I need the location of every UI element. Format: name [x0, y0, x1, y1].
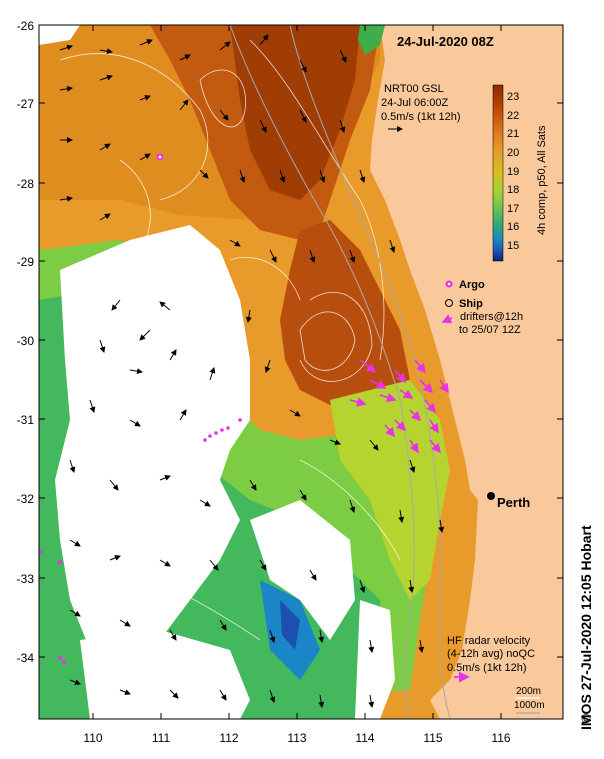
legend-drifters-line2: to 25/07 12Z — [459, 324, 521, 336]
cloud-mask-coast — [355, 600, 395, 719]
land-australia — [370, 25, 563, 719]
x-tick-label: 114 — [355, 731, 374, 745]
source-info: NRT00 GSL 24-Jul 06:00Z 0.5m/s (1kt 12h) — [381, 83, 460, 123]
colorbar-caption: 4h comp, p50, All Sats — [536, 125, 548, 235]
plot-frame — [38, 24, 564, 720]
argo-float-marker — [156, 153, 164, 161]
colorbar-tick: 15 — [507, 240, 519, 252]
y-tick-label: -33 — [17, 572, 35, 586]
source-line-2: 24-Jul 06:00Z — [381, 97, 449, 109]
x-tick-label: 113 — [287, 731, 306, 745]
bathy-label-200m: 200m — [516, 686, 541, 697]
sst-contours — [59, 39, 401, 641]
colorbar-tick: 23 — [507, 91, 519, 103]
y-tick-label: -26 — [17, 19, 35, 33]
legend-ship-label: Ship — [459, 298, 483, 310]
cloud-mask-nw — [39, 25, 80, 45]
sst-coldest-patch — [280, 600, 300, 650]
drifter-dots — [39, 418, 242, 664]
legend: Argo Ship drifters@12h to 25/07 12Z — [441, 279, 523, 336]
copyright-icon: © — [580, 712, 592, 726]
y-axis-ticks — [39, 24, 563, 658]
bathymetry-contours — [229, 25, 451, 719]
y-tick-label: -27 — [17, 97, 35, 111]
radar-line-2: (4-12h avg) noQC — [447, 648, 535, 660]
y-tick-label: -32 — [17, 492, 35, 506]
current-vectors — [59, 34, 445, 708]
sst-hottest — [230, 25, 360, 200]
ship-legend-icon — [445, 299, 453, 307]
radar-info: HF radar velocity (4-12h avg) noQC 0.5m/… — [447, 635, 535, 674]
sst-transition — [330, 380, 450, 600]
x-tick-label: 112 — [219, 731, 238, 745]
radar-line-3: 0.5m/s (1kt 12h) — [447, 662, 526, 674]
cloud-mask-west — [55, 225, 250, 660]
y-tick-label: -29 — [17, 255, 35, 269]
x-axis-labels: 110 111 112 113 114 115 116 — [83, 731, 510, 745]
sst-eddy — [280, 220, 410, 405]
source-line-1: NRT00 GSL — [384, 83, 444, 95]
colorbar-tick: 17 — [507, 203, 519, 215]
colorbar-tick: 19 — [507, 166, 519, 178]
bathymetry-legend: 200m 1000m — [514, 686, 545, 714]
cloud-mask-south — [80, 630, 250, 719]
source-line-3: 0.5m/s (1kt 12h) — [381, 111, 460, 123]
colorbar — [492, 84, 504, 262]
cloud-mask-mid — [250, 500, 355, 640]
y-tick-label: -30 — [17, 334, 35, 348]
colorbar-tick: 20 — [507, 147, 519, 159]
colorbar-ticks: 23 22 21 20 19 18 17 16 15 — [507, 91, 519, 252]
colorbar-tick: 22 — [507, 110, 519, 122]
x-tick-label: 116 — [491, 731, 510, 745]
credit-text: IMOS 27-Jul-2020 12:05 Hobart — [578, 525, 594, 730]
x-tick-label: 111 — [152, 731, 171, 745]
y-tick-label: -28 — [17, 177, 35, 191]
colorbar-tick: 18 — [507, 184, 519, 196]
map-plot-area — [39, 25, 563, 719]
y-axis-labels: -26 -27 -28 -29 -30 -31 -32 -33 -34 — [17, 19, 35, 665]
legend-argo-label: Argo — [459, 279, 485, 291]
y-tick-label: -31 — [17, 413, 35, 427]
x-axis-ticks — [92, 25, 502, 719]
colorbar-tick: 21 — [507, 128, 519, 140]
x-tick-label: 110 — [83, 731, 102, 745]
colorbar-tick: 16 — [507, 221, 519, 233]
x-tick-label: 115 — [423, 731, 442, 745]
bathy-label-1000m: 1000m — [514, 700, 545, 711]
city-label-perth: Perth — [497, 495, 530, 510]
coastal-shelf-north — [358, 25, 385, 55]
legend-drifters-line1: drifters@12h — [460, 311, 523, 323]
radar-line-1: HF radar velocity — [447, 635, 531, 647]
drifter-legend-icon — [441, 314, 453, 324]
drifter-tracks — [349, 359, 449, 454]
map-datetime-title: 24-Jul-2020 08Z — [397, 34, 494, 49]
y-tick-label: -34 — [17, 651, 35, 665]
perth-marker-icon — [487, 492, 495, 500]
